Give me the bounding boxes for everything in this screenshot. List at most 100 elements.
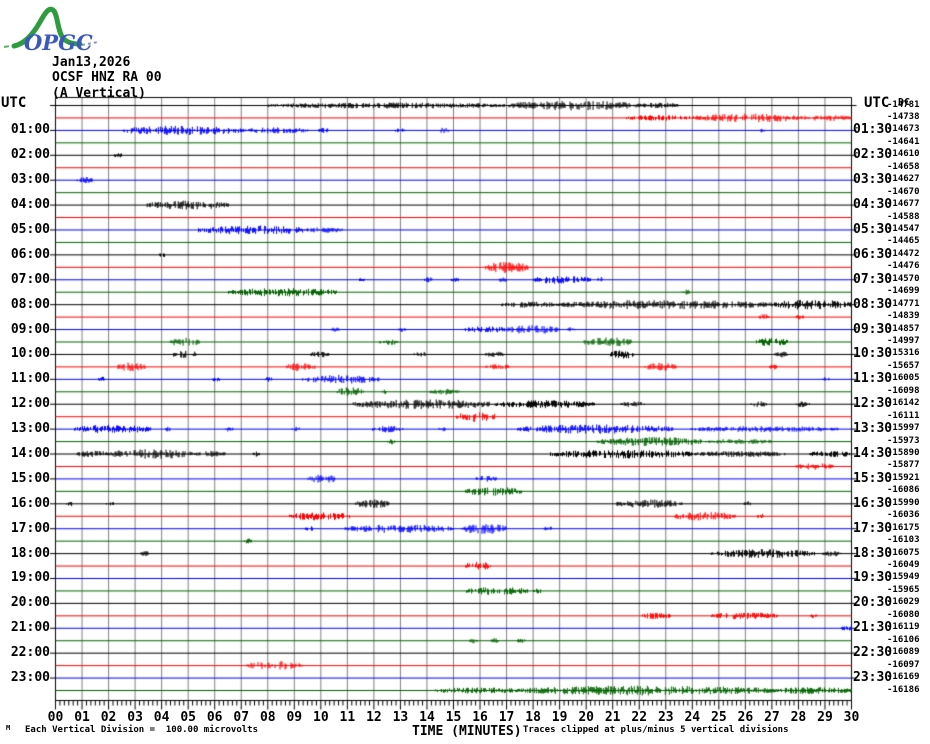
right-hour-label: 22:30 xyxy=(853,645,893,661)
minute-tick-label: 16 xyxy=(472,710,488,725)
left-hour-label: 12:00 xyxy=(10,396,50,412)
left-hour-label: 23:00 xyxy=(10,670,50,686)
dc-offset-value: -14641 xyxy=(887,136,920,147)
dc-offset-value: -14677 xyxy=(887,199,920,210)
dc-offset-value: -16036 xyxy=(887,510,920,521)
dc-offset-value: -15316 xyxy=(887,348,920,359)
minute-tick-label: 02 xyxy=(100,710,117,725)
component-label: (A Vertical) xyxy=(52,86,146,101)
left-hour-label: 02:00 xyxy=(10,147,50,163)
minute-tick-label: 21 xyxy=(604,710,621,725)
minute-tick-label: 11 xyxy=(339,710,356,725)
dc-offset-value: -14781 xyxy=(887,99,920,110)
x-axis-title: TIME (MINUTES) xyxy=(412,724,522,739)
minute-tick-label: 17 xyxy=(498,710,515,725)
dc-offset-value: -14627 xyxy=(887,174,920,185)
dc-offset-value: -14472 xyxy=(887,248,920,259)
dc-offset-value: -16089 xyxy=(887,647,920,658)
right-hour-label: 16:30 xyxy=(853,495,893,511)
left-hour-label: 05:00 xyxy=(10,221,50,237)
dc-offset-value: -16086 xyxy=(887,485,920,496)
clipping-note: Traces clipped at plus/minus 5 vertical … xyxy=(523,725,789,735)
dc-offset-value: -14476 xyxy=(887,261,920,272)
dc-offset-value: -15965 xyxy=(887,584,920,595)
minute-tick-label: 03 xyxy=(127,710,143,725)
left-hour-label: 16:00 xyxy=(10,495,50,511)
dc-offset-value: -16175 xyxy=(887,522,920,533)
dc-offset-value: -14771 xyxy=(887,298,920,309)
minute-tick-label: 04 xyxy=(153,710,170,725)
minute-tick-label: 05 xyxy=(180,710,196,725)
dc-offset-value: -16106 xyxy=(887,634,920,645)
right-hour-label: 08:30 xyxy=(853,296,893,312)
left-hour-label: 18:00 xyxy=(10,545,50,561)
dc-offset-value: -14465 xyxy=(887,236,920,247)
right-hour-label: 10:30 xyxy=(853,346,893,362)
right-hour-label: 07:30 xyxy=(853,271,893,287)
right-hour-label: 13:30 xyxy=(853,421,893,437)
right-utc-label: UTC xyxy=(864,95,890,111)
left-hour-label: 19:00 xyxy=(10,570,50,586)
dc-offset-value: -14547 xyxy=(887,223,920,234)
minute-tick-label: 22 xyxy=(631,710,648,725)
left-hour-label: 10:00 xyxy=(10,346,50,362)
right-hour-label: 12:30 xyxy=(853,396,893,412)
right-hour-label: 01:30 xyxy=(853,122,893,138)
dc-offset-value: -16169 xyxy=(887,672,920,683)
dc-offset-value: -14570 xyxy=(887,273,920,284)
dc-offset-value: -14658 xyxy=(887,161,920,172)
dc-offset-value: -14839 xyxy=(887,311,920,322)
minute-tick-label: 29 xyxy=(817,710,833,725)
dc-offset-value: -15877 xyxy=(887,460,920,471)
plot-date: Jan13,2026 xyxy=(52,55,131,70)
dc-offset-value: -16049 xyxy=(887,560,920,571)
right-hour-label: 23:30 xyxy=(853,670,893,686)
dc-offset-value: -15973 xyxy=(887,435,920,446)
left-hour-label: 15:00 xyxy=(10,470,50,486)
right-hour-label: 17:30 xyxy=(853,520,893,536)
right-hour-label: 09:30 xyxy=(853,321,893,337)
minute-tick-label: 23 xyxy=(657,710,674,725)
dc-offset-value: -16080 xyxy=(887,609,920,620)
minute-tick-label: 07 xyxy=(233,710,250,725)
left-hour-label: 13:00 xyxy=(10,421,50,437)
minute-tick-label: 30 xyxy=(843,710,860,725)
minute-tick-label: 25 xyxy=(711,710,727,725)
minute-tick-label: 26 xyxy=(737,710,754,725)
dc-offset-value: -15997 xyxy=(887,423,920,434)
minute-tick-label: 19 xyxy=(551,710,568,725)
dc-offset-value: -15949 xyxy=(887,572,920,583)
corner-mark: M xyxy=(6,724,11,732)
station-code: OCSF HNZ RA 00 xyxy=(52,70,162,85)
left-hour-label: 17:00 xyxy=(10,520,50,536)
right-hour-label: 15:30 xyxy=(853,470,893,486)
dc-offset-value: -16029 xyxy=(887,597,920,608)
minute-tick-label: 14 xyxy=(419,710,435,725)
minute-tick-label: 00 xyxy=(47,710,64,725)
left-hour-label: 04:00 xyxy=(10,197,50,213)
left-hour-label: 21:00 xyxy=(10,620,50,636)
minute-tick-label: 24 xyxy=(684,710,701,725)
left-hour-label: 06:00 xyxy=(10,246,50,262)
left-hour-label: 03:00 xyxy=(10,172,50,188)
dc-offset-value: -15890 xyxy=(887,448,920,459)
minute-tick-label: 15 xyxy=(445,710,462,725)
left-hour-label: 22:00 xyxy=(10,645,50,661)
dc-offset-value: -16005 xyxy=(887,373,920,384)
vertical-division-note: Each Vertical Division = 100.00 microvol… xyxy=(25,725,258,735)
minute-tick-label: 09 xyxy=(286,710,303,725)
dc-offset-value: -15921 xyxy=(887,472,920,483)
left-hour-label: 07:00 xyxy=(10,271,50,287)
dc-offset-value: -16186 xyxy=(887,684,920,695)
right-hour-label: 03:30 xyxy=(853,172,893,188)
dc-offset-value: -16111 xyxy=(887,410,920,421)
dc-offset-value: -16119 xyxy=(887,622,920,633)
dc-offset-value: -16098 xyxy=(887,385,920,396)
left-hour-label: 20:00 xyxy=(10,595,50,611)
dc-offset-value: -14673 xyxy=(887,124,920,135)
right-hour-label: 06:30 xyxy=(853,246,893,262)
left-hour-label: 09:00 xyxy=(10,321,50,337)
dc-offset-value: -14738 xyxy=(887,111,920,122)
right-hour-label: 20:30 xyxy=(853,595,893,611)
